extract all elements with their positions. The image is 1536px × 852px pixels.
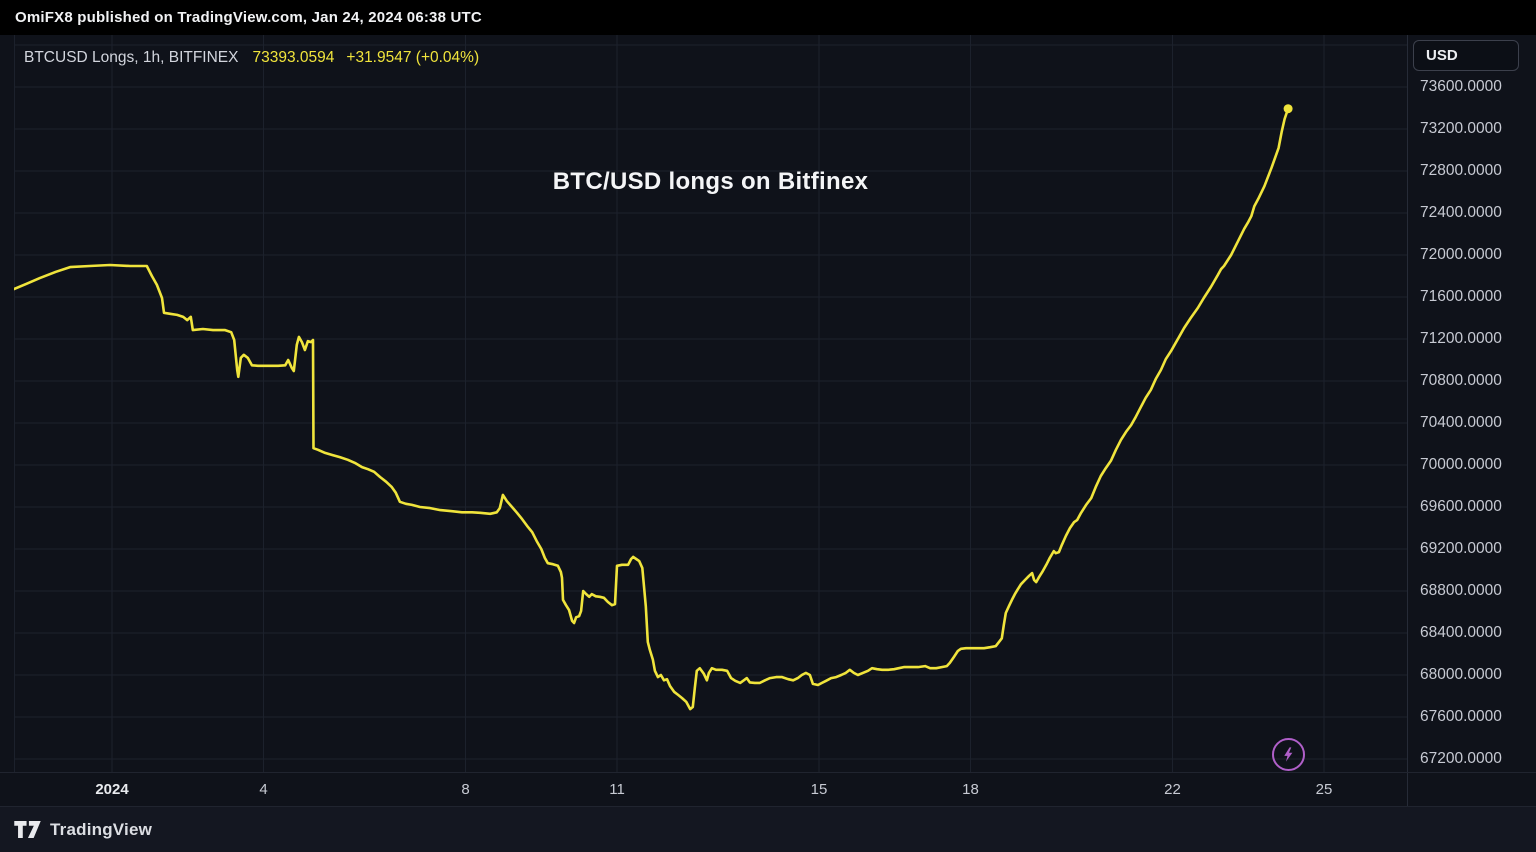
time-axis[interactable]: 2024 4 8 11 15 18 22 25 (0, 772, 1536, 806)
time-tick-label: 2024 (95, 781, 129, 798)
price-tick-label: 68400.0000 (1420, 624, 1502, 641)
price-tick-label: 72000.0000 (1420, 246, 1502, 263)
price-tick-label: 71200.0000 (1420, 330, 1502, 347)
plot-area[interactable] (14, 35, 1407, 772)
chart-header: BTCUSD Longs, 1h, BITFINEX 73393.0594 +3… (24, 49, 479, 67)
price-tick-label: 67200.0000 (1420, 750, 1502, 767)
attribution-text: OmiFX8 published on TradingView.com, Jan… (15, 9, 482, 26)
time-tick-label: 4 (259, 781, 268, 798)
time-tick-label: 22 (1164, 781, 1181, 798)
price-tick-label: 72400.0000 (1420, 204, 1502, 221)
price-tick-label: 70800.0000 (1420, 372, 1502, 389)
time-tick-label: 8 (461, 781, 470, 798)
time-tick-label: 25 (1315, 781, 1333, 798)
time-tick-label: 15 (810, 781, 828, 798)
price-tick-label: 70400.0000 (1420, 414, 1502, 431)
currency-button-label: USD (1426, 47, 1458, 64)
chart-title-annotation: BTC/USD longs on Bitfinex (552, 168, 869, 195)
price-tick-label: 68800.0000 (1420, 582, 1502, 599)
tradingview-brand-text[interactable]: TradingView (50, 819, 153, 839)
chart-stage: BTCUSD Longs, 1h, BITFINEX 73393.0594 +3… (0, 35, 1536, 806)
time-tick-label: 18 (962, 781, 979, 798)
grid-lines (14, 35, 1407, 772)
price-change: +31.9547 (+0.04%) (346, 49, 480, 66)
time-tick-label: 11 (609, 781, 625, 798)
price-tick-label: 71600.0000 (1420, 288, 1502, 305)
price-axis[interactable]: USD 73600.0000 73200.0000 72800.0000 72400.… (1407, 35, 1536, 806)
footer-bar: TradingView (0, 806, 1536, 852)
currency-button[interactable]: USD (1413, 40, 1519, 71)
lightning-bolt-icon (1284, 747, 1293, 762)
price-tick-label: 73200.0000 (1420, 120, 1502, 137)
price-tick-label: 68000.0000 (1420, 666, 1502, 683)
price-tick-label: 70000.0000 (1420, 456, 1502, 473)
series-line (14, 107, 1290, 711)
price-tick-label: 67600.0000 (1420, 708, 1502, 725)
price-tick-label: 72800.0000 (1420, 162, 1502, 179)
symbol-title[interactable]: BTCUSD Longs, 1h, BITFINEX (24, 49, 239, 66)
price-tick-label: 69200.0000 (1420, 540, 1502, 557)
lightning-button[interactable] (1272, 738, 1305, 771)
price-tick-label: 69600.0000 (1420, 498, 1502, 515)
attribution-bar: OmiFX8 published on TradingView.com, Jan… (0, 0, 1536, 35)
tradingview-logo-icon (14, 821, 41, 838)
series-endpoint-dot (1283, 104, 1293, 114)
last-price: 73393.0594 (252, 49, 335, 66)
tradingview-logo[interactable] (14, 821, 41, 838)
price-tick-label: 73600.0000 (1420, 78, 1502, 95)
